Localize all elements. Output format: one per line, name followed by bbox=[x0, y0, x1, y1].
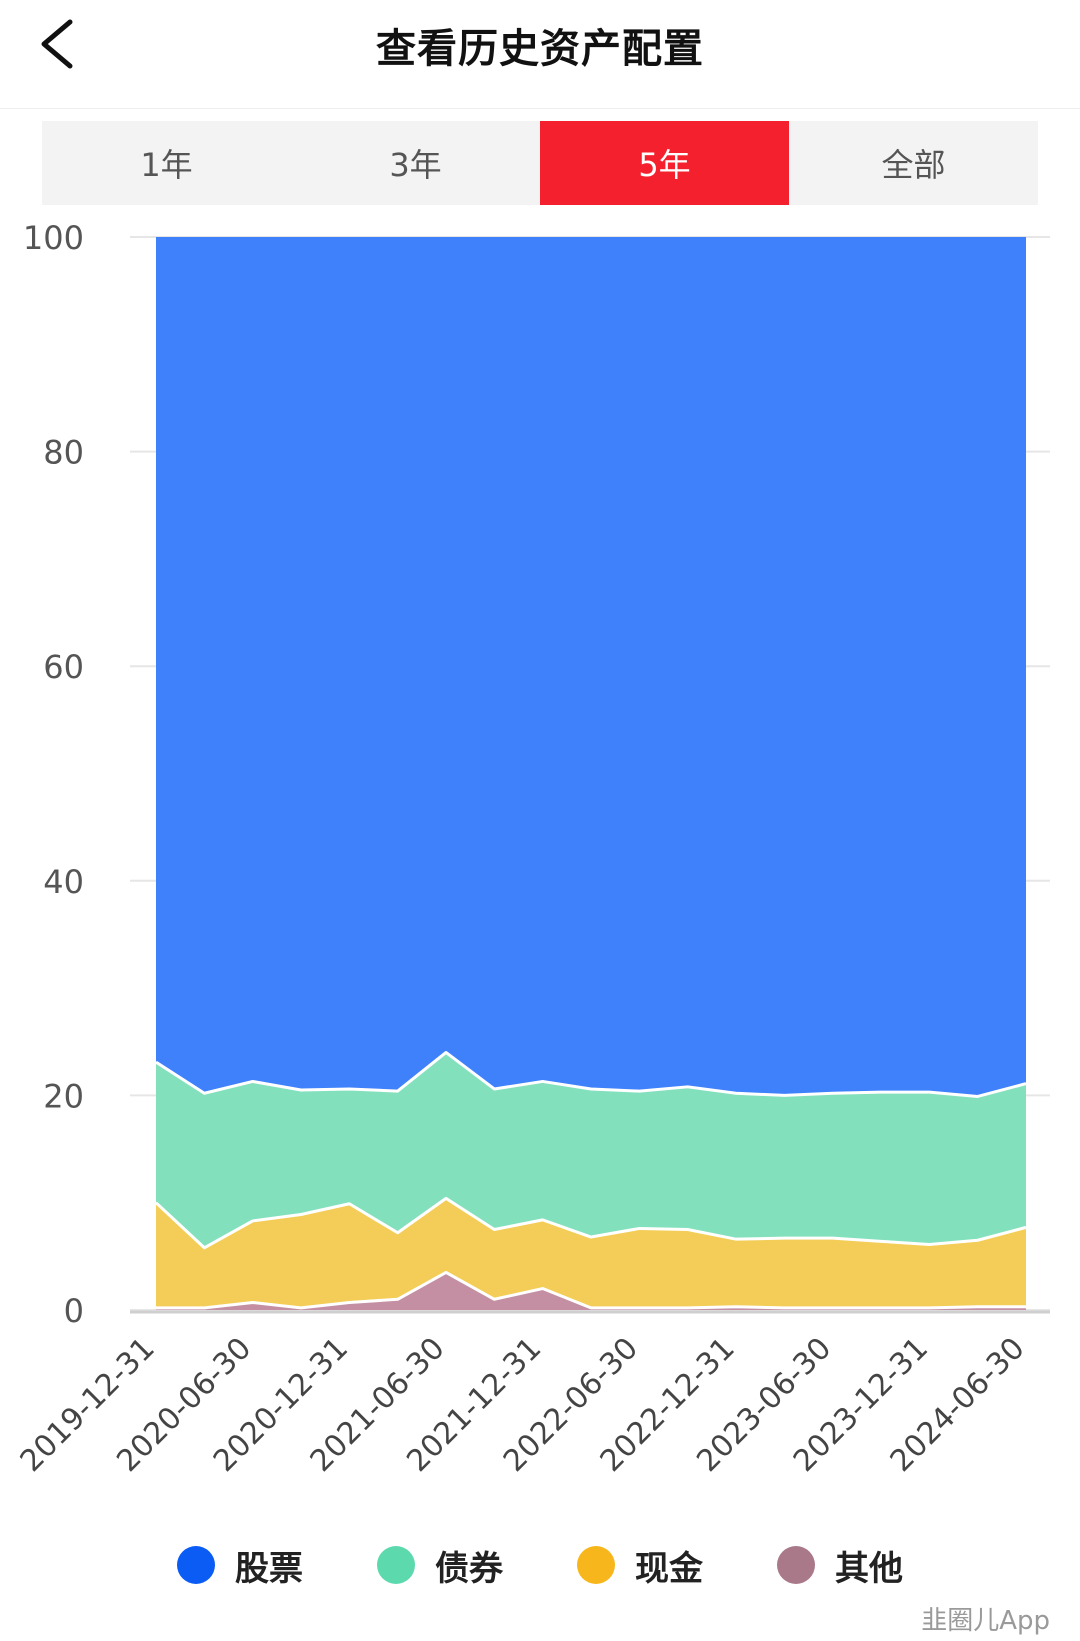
tab-3y[interactable]: 3年 bbox=[389, 146, 442, 184]
y-tick-label: 80 bbox=[43, 434, 84, 472]
tab-all[interactable]: 全部 bbox=[881, 146, 946, 184]
series-line-cash bbox=[154, 1196, 1027, 1250]
header: 查看历史资产配置 bbox=[0, 0, 1080, 109]
area-series-stock bbox=[156, 237, 1026, 1097]
legend: 股票 债券 现金 其他 bbox=[0, 1530, 1080, 1600]
y-tick-label: 20 bbox=[43, 1077, 84, 1115]
legend-dot-bond bbox=[377, 1546, 415, 1584]
area-series-bond bbox=[156, 1052, 1026, 1248]
legend-dot-stock bbox=[177, 1546, 215, 1584]
legend-item-bond[interactable]: 债券 bbox=[377, 1530, 503, 1600]
area-series-cash bbox=[156, 1198, 1026, 1308]
legend-label-bond: 债券 bbox=[435, 1548, 503, 1589]
series-line-bond bbox=[155, 1050, 1027, 1098]
legend-label-other: 其他 bbox=[835, 1548, 903, 1589]
legend-dot-other bbox=[777, 1546, 815, 1584]
legend-item-other[interactable]: 其他 bbox=[777, 1530, 903, 1600]
period-tabs: 1年 3年 5年 全部 bbox=[42, 121, 1038, 205]
legend-label-stock: 股票 bbox=[235, 1548, 303, 1589]
y-tick-label: 40 bbox=[43, 863, 84, 901]
legend-dot-cash bbox=[577, 1546, 615, 1584]
legend-item-cash[interactable]: 现金 bbox=[577, 1530, 703, 1600]
area-series-other bbox=[156, 1272, 1026, 1310]
back-button[interactable] bbox=[30, 14, 90, 74]
y-tick-label: 100 bbox=[23, 219, 84, 257]
tab-5y[interactable]: 5年 bbox=[540, 121, 789, 205]
tab-1y[interactable]: 1年 bbox=[140, 146, 193, 184]
y-tick-label: 0 bbox=[64, 1292, 84, 1330]
asset-allocation-chart: 0204060801002019-12-312020-06-302020-12-… bbox=[14, 219, 1050, 1479]
watermark: 韭圈儿App bbox=[921, 1606, 1050, 1636]
series-line-other bbox=[156, 1270, 1026, 1310]
page-title: 查看历史资产配置 bbox=[376, 26, 704, 72]
y-tick-label: 60 bbox=[43, 648, 84, 686]
legend-label-cash: 现金 bbox=[635, 1548, 703, 1589]
legend-item-stock[interactable]: 股票 bbox=[177, 1530, 303, 1600]
chevron-left-icon bbox=[41, 19, 73, 69]
